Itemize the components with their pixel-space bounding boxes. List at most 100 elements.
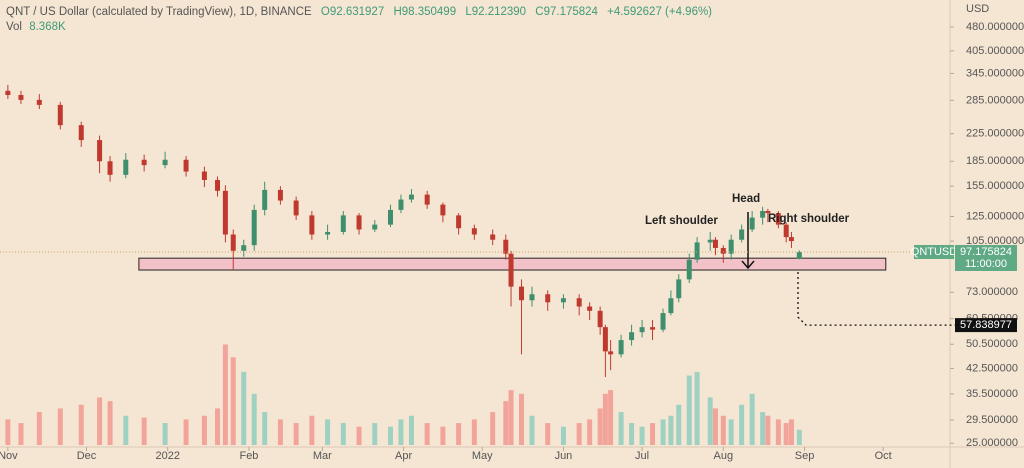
volume-bar [775, 419, 781, 445]
candle-body [668, 298, 674, 314]
volume-bar [372, 423, 378, 445]
volume-bar [529, 415, 535, 445]
volume-bar [123, 415, 129, 445]
low-label: L92.212390 [465, 6, 527, 18]
candle-body [503, 239, 509, 254]
candle-body [97, 140, 103, 162]
volume-bar [686, 375, 692, 445]
candle-body [602, 327, 608, 352]
open-label: O92.631927 [320, 6, 385, 18]
volume-bar [398, 419, 404, 445]
candle-body [162, 159, 168, 166]
candle-body [57, 104, 63, 126]
volume-bar [712, 408, 718, 445]
volume-bar [765, 415, 771, 445]
volume-bar [141, 417, 147, 445]
x-tick-label: Jun [555, 450, 573, 462]
y-tick-label: 50.500000 [966, 338, 1018, 350]
candle-body [141, 159, 147, 166]
candle-body [749, 217, 755, 230]
candle-body [629, 332, 635, 341]
volume-bar [57, 408, 63, 445]
y-tick-label: 73.000000 [966, 286, 1018, 298]
candle-body [728, 239, 734, 254]
candle-body [676, 279, 682, 299]
y-tick-label: 185.000000 [966, 155, 1024, 167]
candle-body [277, 189, 283, 201]
target-box [955, 318, 1017, 333]
close-label: C97.175824 [535, 6, 598, 18]
volume-bar [608, 390, 614, 445]
volume-bar [471, 419, 477, 445]
candle-body [440, 204, 446, 216]
x-tick-label: Sep [795, 450, 815, 462]
volume-bar [36, 412, 42, 445]
volume-bar [241, 371, 247, 445]
volume-bar [618, 412, 624, 445]
y-tick-label: 29.500000 [966, 414, 1018, 426]
candle-body [215, 179, 221, 191]
candle-body [398, 199, 404, 210]
volume-bar [545, 423, 551, 445]
candle-body [788, 237, 794, 242]
volume-bar [309, 415, 315, 445]
candle-body [293, 200, 299, 216]
candle-body [183, 159, 189, 172]
volume-bar [728, 419, 734, 445]
x-tick-label: Oct [875, 450, 892, 462]
volume-bar [783, 423, 789, 445]
target-label: 57.838977 [960, 319, 1012, 331]
x-tick-label: Aug [714, 450, 734, 462]
volume-bar [650, 423, 656, 445]
volume-bar [277, 419, 283, 445]
candle-body [387, 209, 393, 225]
candle-body [639, 327, 645, 333]
y-tick-label: 25.000000 [966, 437, 1018, 449]
candle-body [456, 215, 462, 229]
high-label: H98.350499 [393, 6, 457, 18]
volume-bar [251, 393, 257, 445]
y-tick-label: 225.000000 [966, 128, 1024, 140]
candle-body [597, 310, 603, 328]
x-tick-label: Nov [0, 450, 18, 462]
candle-body [765, 210, 771, 214]
volume-bar [424, 423, 430, 445]
candle-body [796, 251, 802, 259]
volume-bar [660, 419, 666, 445]
candle-body [123, 159, 129, 175]
candle-body [356, 215, 362, 230]
volume-bar [739, 404, 745, 445]
candle-body [545, 294, 551, 303]
legend: QNT / US Dollar (calculated by TradingVi… [6, 5, 712, 35]
y-axis-unit: USD [966, 3, 989, 15]
volume-bar [503, 401, 509, 445]
volume-bar [760, 412, 766, 445]
volume-bar [356, 426, 362, 445]
volume-bar [602, 393, 608, 445]
candle-body [739, 229, 745, 240]
candle-body [760, 210, 766, 218]
volume-bar [519, 393, 525, 445]
candle-body [36, 99, 42, 105]
volume-bar [97, 397, 103, 445]
annotation: Right shoulder [768, 213, 850, 225]
y-tick-label: 345.000000 [966, 67, 1024, 79]
candle-body [325, 231, 331, 235]
candle-body [5, 90, 11, 96]
candle-body [230, 234, 236, 251]
price-label: 97.175824 [960, 246, 1012, 258]
volume-bar [508, 390, 514, 445]
candle-body [471, 228, 477, 235]
candle-body [660, 313, 666, 330]
candle-body [618, 340, 624, 355]
volume-bar [183, 419, 189, 445]
x-tick-label: Jul [635, 450, 649, 462]
volume-bar [78, 404, 84, 445]
volume-bar [629, 423, 635, 445]
candle-body [775, 213, 781, 225]
volume-bar [668, 415, 674, 445]
candle-body [576, 298, 582, 307]
volume-bar [639, 426, 645, 445]
x-tick-label: May [472, 450, 493, 462]
